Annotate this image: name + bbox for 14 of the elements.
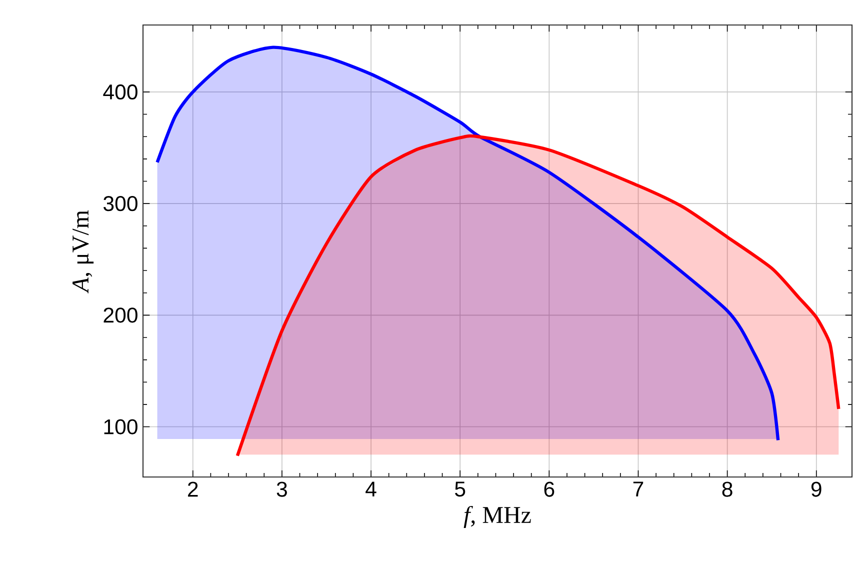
y-axis-title: A, μV/m (72, 210, 94, 294)
x-tick-label: 6 (544, 482, 554, 497)
y-tick-label: 400 (103, 84, 138, 100)
y-tick-label: 200 (104, 308, 138, 323)
y-tick-label: 300 (104, 196, 138, 212)
x-axis-title: f, MHz (464, 506, 531, 528)
y-tick-label: 100 (104, 419, 138, 434)
x-tick-label: 9 (811, 482, 822, 497)
x-tick-label: 8 (722, 482, 732, 497)
x-tick-label: 2 (188, 482, 198, 497)
x-tick-label: 5 (455, 482, 466, 497)
x-tick-label: 3 (276, 482, 287, 497)
x-tick-label: 4 (366, 482, 376, 496)
x-tick-label: 7 (633, 482, 644, 496)
